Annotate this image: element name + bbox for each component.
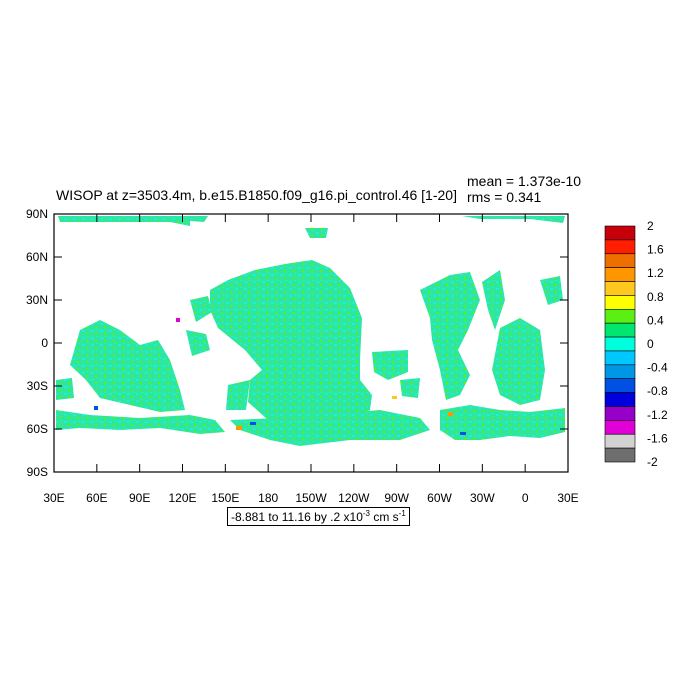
range-label-units-exponent: -1: [398, 509, 406, 518]
colorbar-label: 0: [647, 337, 654, 351]
colorbar-label: 1.6: [647, 243, 664, 257]
colorbar-swatch: [604, 308, 636, 324]
y-tick-label: 60N: [26, 250, 48, 264]
x-tick-label: 150E: [211, 491, 239, 505]
colorbar-swatch: [604, 267, 636, 282]
colorbar-label: 1.2: [647, 266, 664, 280]
x-tick-label: 0: [522, 491, 529, 505]
patch-1: [190, 296, 212, 322]
southern-ocean-west: [56, 410, 225, 434]
colorbar-label: -1.2: [647, 408, 668, 422]
x-tick-label: 60E: [86, 491, 107, 505]
colorbar-swatch: [604, 406, 636, 421]
y-tick-label: 60S: [27, 422, 48, 436]
colorbar-swatch: [604, 433, 636, 449]
colorbar-label: -1.6: [647, 431, 668, 445]
colorbar-swatch: [604, 447, 636, 463]
x-tick-label: 120W: [338, 491, 370, 505]
range-label-text: -8.881 to 11.16 by .2 x10: [231, 510, 363, 524]
ocean-field: [56, 216, 565, 446]
speck: [392, 396, 397, 399]
x-axis: 30E 60E 90E 120E 150E 180 150W 120W 90W 60W 30W 0 30…: [43, 214, 579, 505]
patch-6: [400, 378, 420, 398]
stats-block: mean = 1.373e-10 rms = 0.341: [467, 173, 581, 205]
x-tick-label: 90E: [129, 491, 150, 505]
x-tick-label: 180: [258, 491, 278, 505]
colorbar-label: 0.4: [647, 313, 664, 327]
x-tick-label: 30W: [470, 491, 495, 505]
colorbar-swatch: [604, 392, 636, 407]
arctic-patch: [305, 228, 328, 238]
speck: [460, 432, 466, 435]
y-tick-label: 30N: [26, 293, 48, 307]
range-label-exponent: -3: [362, 509, 370, 518]
speck: [448, 412, 453, 416]
speck: [94, 406, 98, 410]
colorbar: 2 1.6 1.2 0.8 0.4 0 -0.4 -0.8 -1.2 -1.6 -2: [604, 219, 668, 469]
colorbar-swatch: [604, 336, 636, 352]
patch-5: [372, 350, 408, 380]
colorbar-label: 0.8: [647, 290, 664, 304]
colorbar-label: -0.4: [647, 361, 668, 375]
colorbar-swatch: [604, 253, 636, 268]
colorbar-label: 2: [647, 219, 654, 233]
pacific-ocean: [210, 260, 372, 420]
indian-ocean: [70, 320, 185, 412]
atlantic-patch: [482, 270, 505, 330]
x-tick-label: 30E: [43, 491, 64, 505]
speck: [176, 318, 180, 322]
colorbar-swatch: [604, 281, 636, 296]
x-tick-label: 150W: [295, 491, 327, 505]
anomaly-specks: [94, 318, 466, 435]
y-tick-label: 90N: [26, 207, 48, 221]
arctic-ocean-west: [58, 216, 208, 226]
colorbar-swatch: [604, 225, 636, 241]
patch-7: [540, 276, 563, 305]
y-axis: 90N 60N 30N 0 30S 60S 90S: [26, 207, 568, 479]
plot-title: WISOP at z=3503.4m, b.e15.B1850.f09_g16.…: [56, 187, 457, 203]
colorbar-swatch: [604, 350, 636, 366]
speck: [236, 426, 242, 430]
speck: [250, 422, 256, 425]
x-tick-label: 60W: [427, 491, 452, 505]
y-tick-label: 0: [41, 336, 48, 350]
colorbar-swatch: [604, 378, 636, 393]
atlantic-ocean-south: [492, 318, 545, 405]
mean-label: mean = 1.373e-10: [467, 173, 582, 189]
colorbar-swatch: [604, 239, 636, 255]
range-label-units: cm s: [370, 510, 399, 524]
patch-3: [186, 330, 210, 356]
southern-ocean-pacific: [230, 410, 430, 446]
y-tick-label: 90S: [27, 465, 48, 479]
arctic-ocean-east: [462, 216, 565, 223]
colorbar-swatch: [604, 364, 636, 380]
colorbar-swatch: [604, 295, 636, 310]
range-label-box: -8.881 to 11.16 by .2 x10-3 cm s-1: [227, 507, 410, 526]
colorbar-swatch: [604, 322, 636, 338]
colorbar-swatch: [604, 420, 636, 435]
patch-2: [56, 378, 74, 400]
southern-ocean-east: [440, 405, 565, 440]
x-tick-label: 90W: [384, 491, 409, 505]
atlantic-ocean-north: [420, 272, 480, 400]
x-tick-label: 30E: [557, 491, 578, 505]
y-tick-label: 30S: [27, 379, 48, 393]
x-tick-label: 120E: [168, 491, 196, 505]
colorbar-label: -0.8: [647, 384, 668, 398]
colorbar-label: -2: [647, 455, 658, 469]
rms-label: rms = 0.341: [467, 189, 542, 205]
patch-4: [226, 380, 250, 410]
